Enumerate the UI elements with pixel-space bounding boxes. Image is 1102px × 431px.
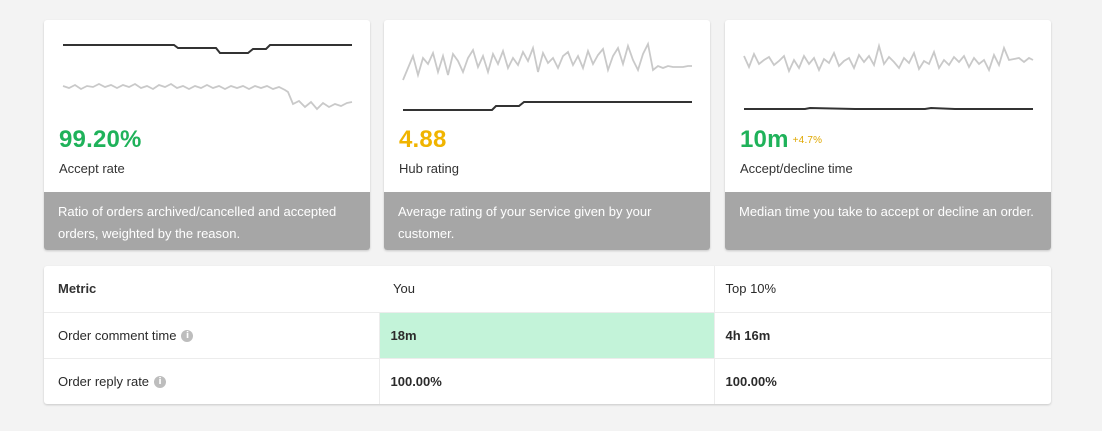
info-icon[interactable]: i <box>154 376 167 389</box>
accept-decline-time-delta: +4.7% <box>792 135 823 147</box>
you-value-cell: 18m <box>378 312 714 359</box>
accept-decline-time-description: Median time you take to accept or declin… <box>725 192 1051 250</box>
hub-rating-description: Average rating of your service given by … <box>384 192 710 250</box>
accept-decline-time-card: 10m +4.7% Accept/decline time Median time… <box>725 20 1051 250</box>
info-icon[interactable]: i <box>181 330 194 343</box>
accept-rate-value: 99.20% <box>59 126 142 153</box>
column-header-you: You <box>379 266 714 313</box>
accept-rate-sparkline <box>62 44 353 111</box>
accept-decline-time-sparkline <box>743 42 1034 110</box>
table-row: Order comment time i 18m 4h 16m <box>44 312 1051 359</box>
table-header-row: Metric You Top 10% <box>44 266 1051 313</box>
accept-decline-time-value: 10m +4.7% <box>740 126 823 153</box>
metric-name-cell: Order reply rate i <box>44 358 379 404</box>
column-header-top10: Top 10% <box>713 266 1051 313</box>
accept-rate-card: 99.20% Accept rate Ratio of orders archi… <box>44 20 370 250</box>
hub-rating-value: 4.88 <box>399 126 447 153</box>
truncated-top-text <box>44 0 1044 4</box>
hub-rating-card: 4.88 Hub rating Average rating of your s… <box>384 20 710 250</box>
top10-value-cell: 100.00% <box>713 358 1051 404</box>
table-row: Order reply rate i 100.00% 100.00% <box>44 358 1051 404</box>
metrics-table: Metric You Top 10% Order comment time i 1… <box>44 266 1051 404</box>
hub-rating-sparkline <box>402 41 692 111</box>
hub-rating-label: Hub rating <box>399 161 459 176</box>
top10-value-cell: 4h 16m <box>713 312 1051 359</box>
accept-rate-description: Ratio of orders archived/cancelled and a… <box>44 192 370 250</box>
metric-name-cell: Order comment time i <box>44 312 379 359</box>
accept-rate-label: Accept rate <box>59 161 125 176</box>
column-header-metric: Metric <box>44 266 379 313</box>
you-value-cell: 100.00% <box>378 358 714 404</box>
accept-decline-time-label: Accept/decline time <box>740 161 853 176</box>
